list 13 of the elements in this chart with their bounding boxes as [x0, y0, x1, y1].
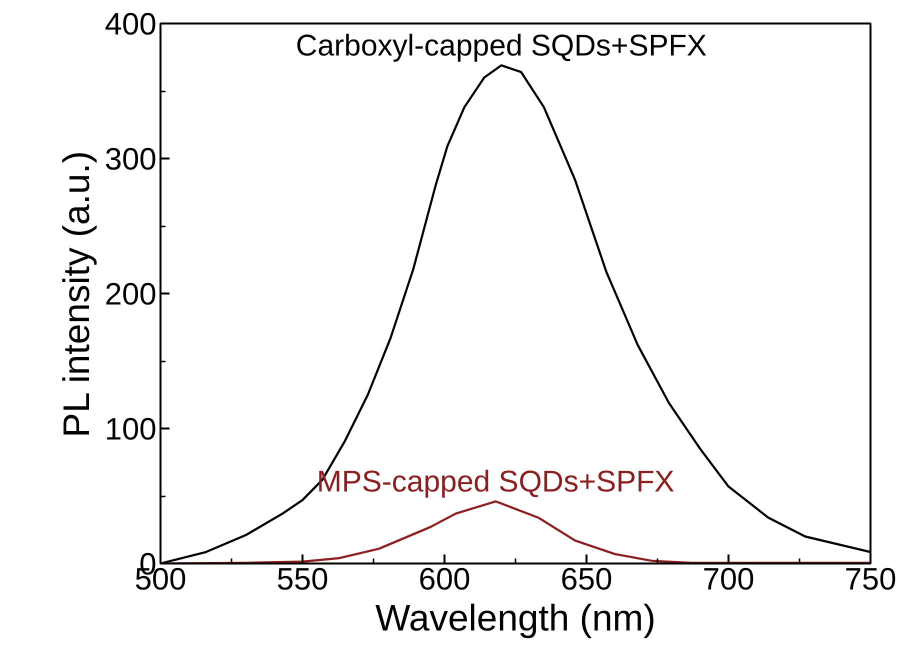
series-label: Carboxyl-capped SQDs+SPFX [296, 29, 707, 62]
y-tick-label: 400 [104, 6, 157, 42]
y-tick-label: 100 [104, 412, 157, 446]
x-tick-label: 550 [276, 562, 328, 596]
x-tick-label: 600 [418, 562, 470, 596]
y-axis-title: PL intensity (a.u.) [56, 150, 97, 438]
y-tick-label: 200 [104, 276, 157, 312]
x-axis-title: Wavelength (nm) [375, 598, 656, 638]
x-tick-label: 650 [560, 562, 612, 596]
x-tick-label: 700 [702, 562, 754, 596]
y-tick-label: 300 [104, 142, 157, 176]
x-tick-label: 750 [844, 562, 896, 596]
series-label: MPS-capped SQDs+SPFX [316, 465, 674, 498]
